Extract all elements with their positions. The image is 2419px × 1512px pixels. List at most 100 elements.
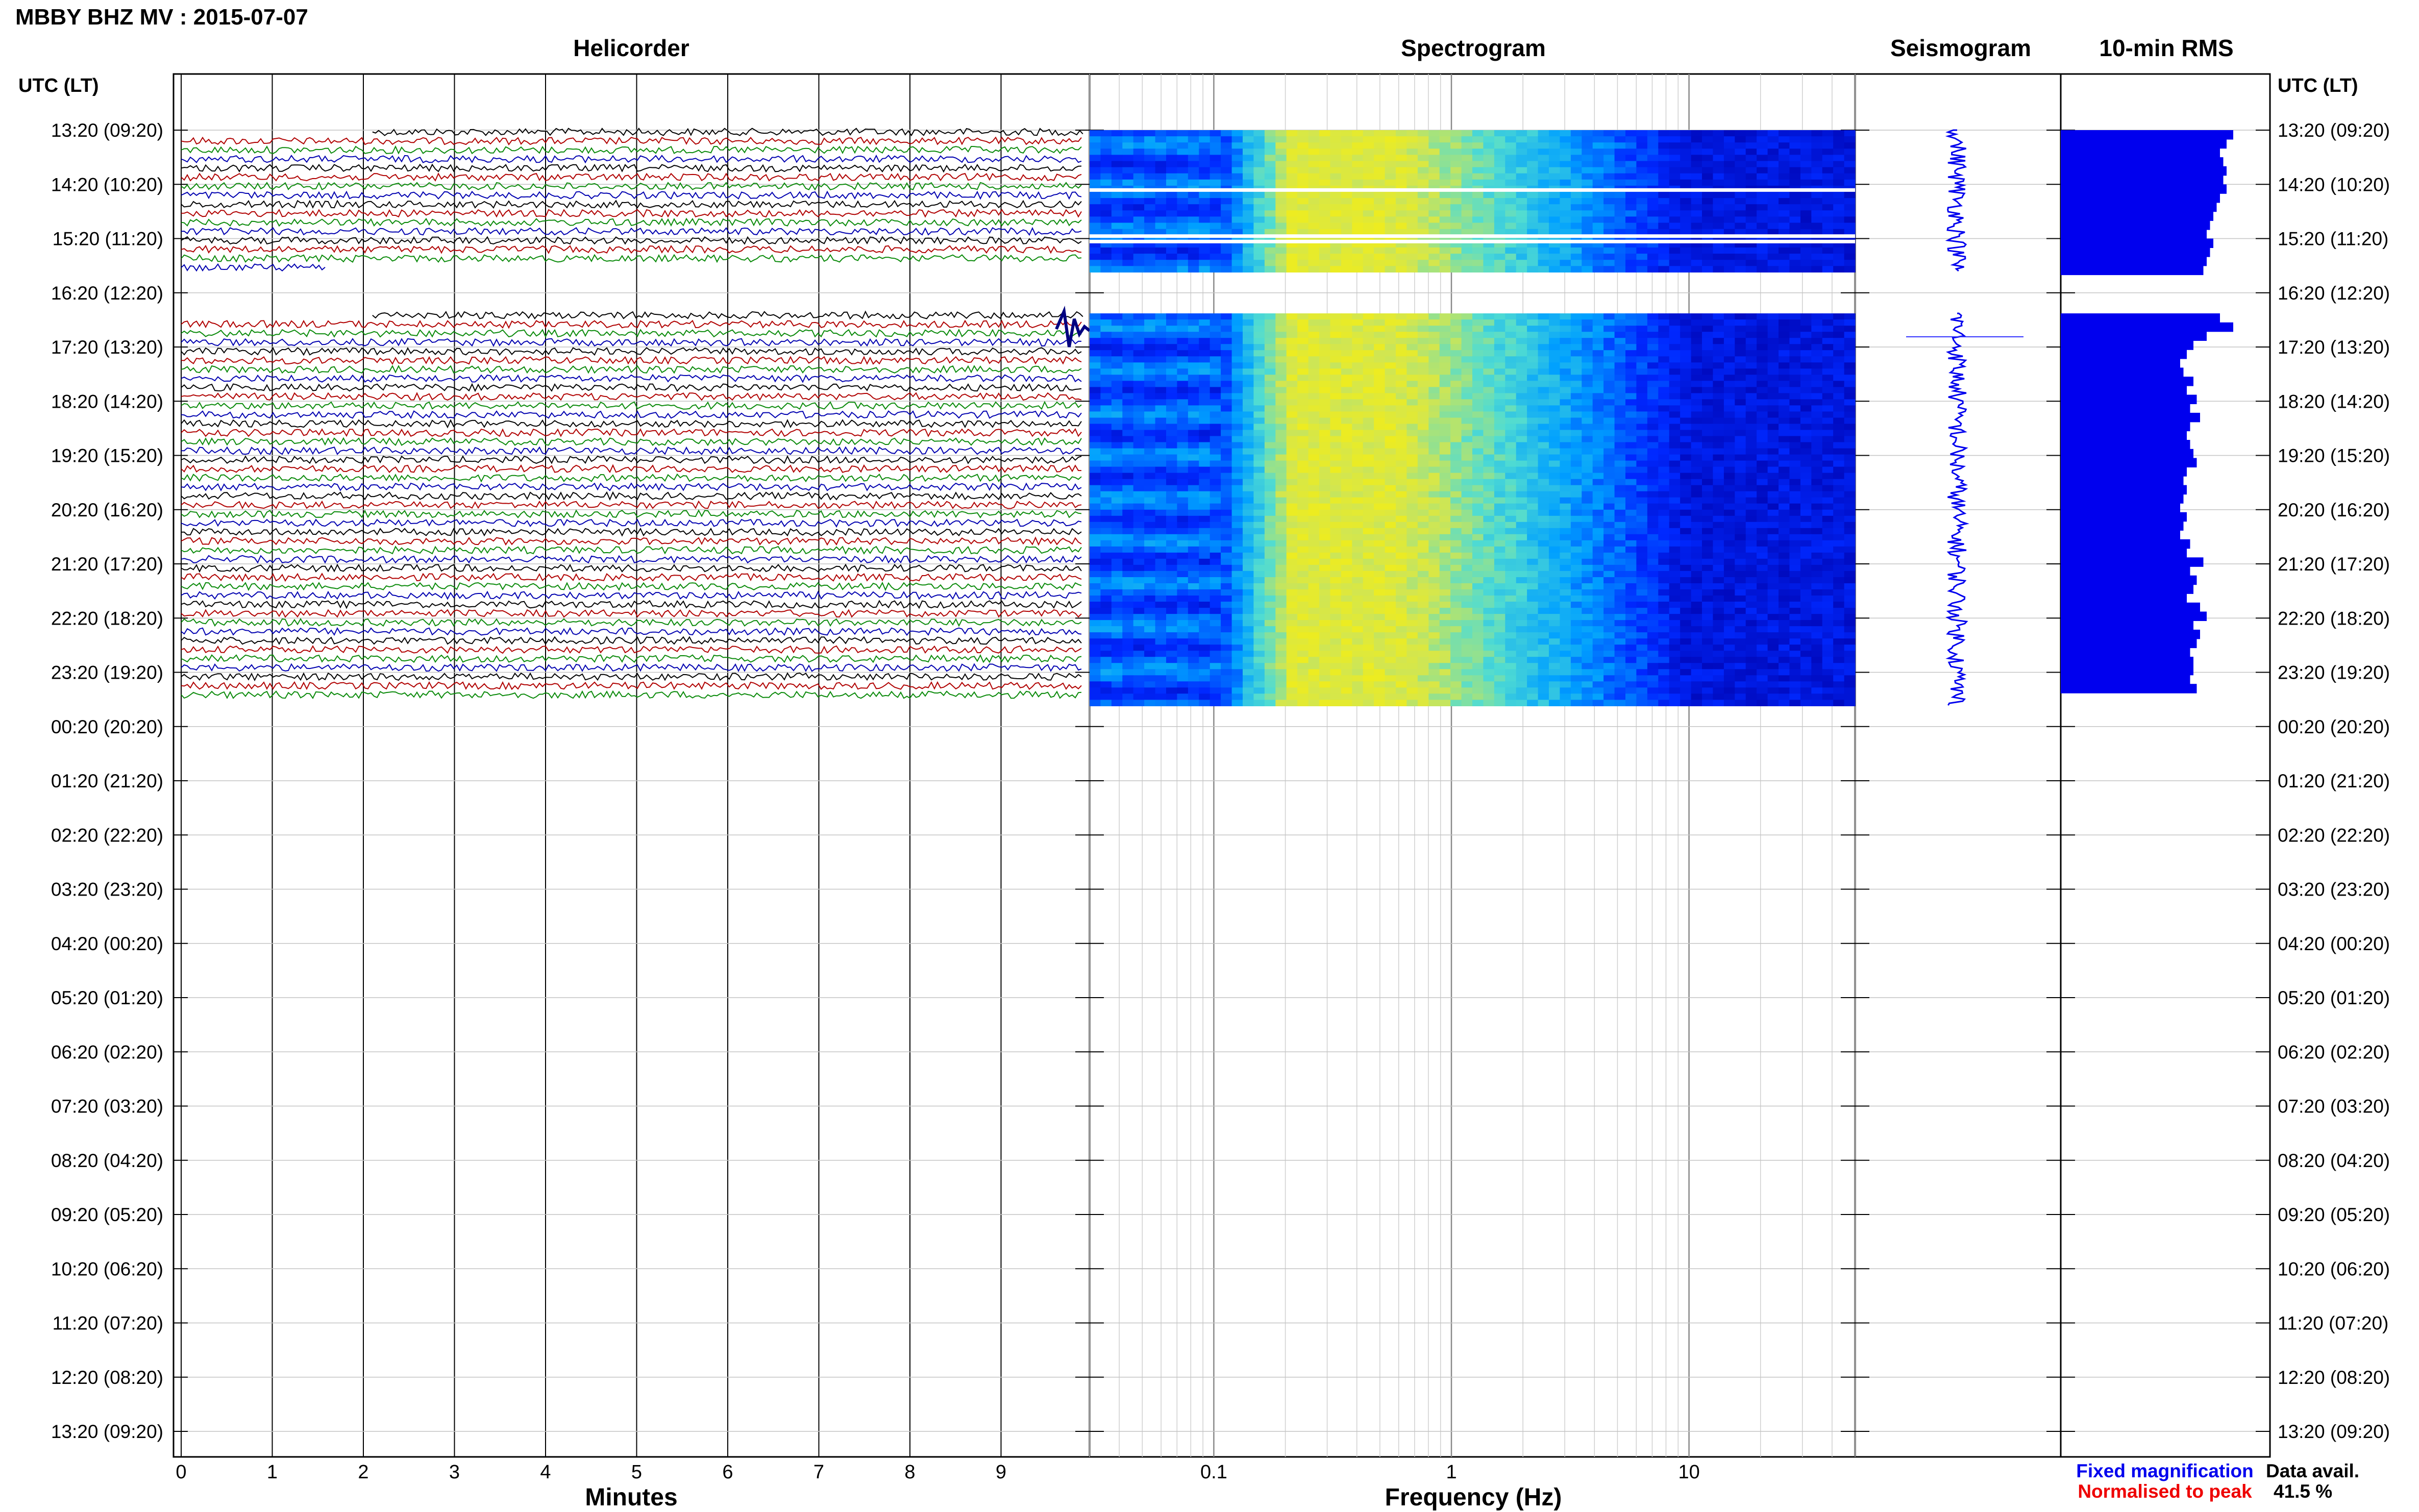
spectrogram-cell: [1844, 405, 1856, 412]
spectrogram-cell: [1779, 368, 1790, 375]
spectrogram-cell: [1702, 326, 1713, 332]
spectrogram-cell: [1286, 375, 1298, 381]
spectrogram-cell: [1647, 387, 1659, 393]
spectrogram-cell: [1461, 540, 1473, 547]
spectrogram-cell: [1844, 460, 1856, 467]
spectrogram-cell: [1789, 192, 1801, 199]
spectrogram-cell: [1133, 254, 1145, 260]
spectrogram-cell: [1253, 222, 1265, 230]
spectrogram-cell: [1297, 460, 1309, 467]
spectrogram-cell: [1417, 375, 1429, 381]
spectrogram-cell: [1702, 491, 1713, 498]
spectrogram-cell: [1494, 417, 1505, 425]
helicorder-trace: [181, 172, 1082, 182]
spectrogram-cell: [1385, 254, 1396, 260]
spectrogram-cell: [1844, 136, 1856, 143]
spectrogram-cell: [1385, 564, 1396, 572]
spectrogram-cell: [1210, 571, 1221, 578]
spectrogram-cell: [1210, 130, 1221, 137]
spectrogram-cell: [1603, 222, 1615, 230]
spectrogram-cell: [1560, 148, 1571, 155]
spectrogram-cell: [1100, 210, 1112, 217]
spectrogram-cell: [1090, 448, 1101, 455]
spectrogram-cell: [1144, 247, 1156, 254]
spectrogram-cell: [1538, 167, 1549, 174]
spectrogram-cell: [1450, 515, 1462, 523]
spectrogram-cell: [1286, 424, 1298, 431]
spectrogram-cell: [1297, 142, 1309, 149]
spectrogram-cell: [1603, 210, 1615, 217]
spectrogram-cell: [1221, 247, 1232, 254]
spectrogram-cell: [1735, 509, 1746, 516]
spectrogram-cell: [1702, 344, 1713, 351]
spectrogram-cell: [1363, 564, 1374, 572]
spectrogram-cell: [1844, 198, 1856, 205]
spectrogram-cell: [1231, 430, 1243, 437]
spectrogram-cell: [1516, 571, 1527, 578]
spectrogram-cell: [1779, 436, 1790, 443]
spectrogram-cell: [1330, 338, 1342, 344]
spectrogram-cell: [1647, 466, 1659, 474]
spectrogram-cell: [1625, 393, 1637, 400]
spectrogram-cell: [1800, 247, 1812, 254]
spectrogram-cell: [1122, 534, 1134, 541]
spectrogram-cell: [1592, 344, 1604, 351]
spectrogram-cell: [1100, 515, 1112, 523]
spectrogram-cell: [1647, 515, 1659, 523]
spectrogram-cell: [1319, 350, 1330, 357]
spectrogram-cell: [1253, 509, 1265, 516]
spectrogram-cell: [1461, 411, 1473, 418]
spectrogram-cell: [1779, 473, 1790, 480]
spectrogram-cell: [1111, 552, 1123, 559]
spectrogram-cell: [1789, 417, 1801, 425]
spectrogram-cell: [1210, 417, 1221, 425]
spectrogram-cell: [1122, 522, 1134, 529]
spectrogram-cell: [1757, 552, 1768, 559]
spectrogram-cell: [1341, 564, 1352, 572]
spectrogram-cell: [1603, 454, 1615, 461]
spectrogram-cell: [1286, 540, 1298, 547]
spectrogram-cell: [1745, 179, 1757, 186]
spectrogram-cell: [1199, 198, 1211, 205]
spectrogram-cell: [1582, 546, 1593, 553]
spectrogram-cell: [1221, 430, 1232, 437]
spectrogram-cell: [1527, 161, 1539, 168]
spectrogram-cell: [1406, 405, 1418, 412]
spectrogram-cell: [1428, 552, 1440, 559]
spectrogram-cell: [1221, 558, 1232, 565]
spectrogram-cell: [1417, 198, 1429, 205]
spectrogram-cell: [1308, 503, 1320, 510]
spectrogram-cell: [1723, 155, 1735, 162]
spectrogram-cell: [1833, 173, 1845, 180]
spectrogram-cell: [1199, 210, 1211, 217]
spectrogram-cell: [1221, 571, 1232, 578]
spectrogram-cell: [1833, 216, 1845, 224]
spectrogram-cell: [1745, 460, 1757, 467]
spectrogram-cell: [1122, 497, 1134, 504]
spectrogram-cell: [1494, 362, 1505, 369]
spectrogram-cell: [1745, 405, 1757, 412]
spectrogram-cell: [1374, 430, 1386, 437]
spectrogram-cell: [1286, 430, 1298, 437]
spectrogram-cell: [1582, 515, 1593, 523]
spectrogram-cell: [1177, 216, 1189, 224]
spectrogram-cell: [1090, 460, 1101, 467]
spectrogram-cell: [1243, 528, 1254, 535]
spectrogram-cell: [1199, 528, 1211, 535]
spectrogram-cell: [1811, 338, 1823, 344]
spectrogram-cell: [1133, 338, 1145, 344]
spectrogram-cell: [1516, 540, 1527, 547]
spectrogram-cell: [1308, 485, 1320, 492]
spectrogram-cell: [1745, 387, 1757, 393]
spectrogram-cell: [1297, 491, 1309, 498]
spectrogram-cell: [1745, 198, 1757, 205]
spectrogram-cell: [1472, 411, 1484, 418]
spectrogram-cell: [1625, 260, 1637, 266]
spectrogram-cell: [1767, 552, 1779, 559]
spectrogram-cell: [1745, 319, 1757, 326]
spectrogram-cell: [1253, 313, 1265, 320]
spectrogram-cell: [1122, 424, 1134, 431]
helicorder-trace: [181, 190, 1082, 200]
spectrogram-cell: [1669, 564, 1681, 572]
spectrogram-cell: [1549, 503, 1560, 510]
